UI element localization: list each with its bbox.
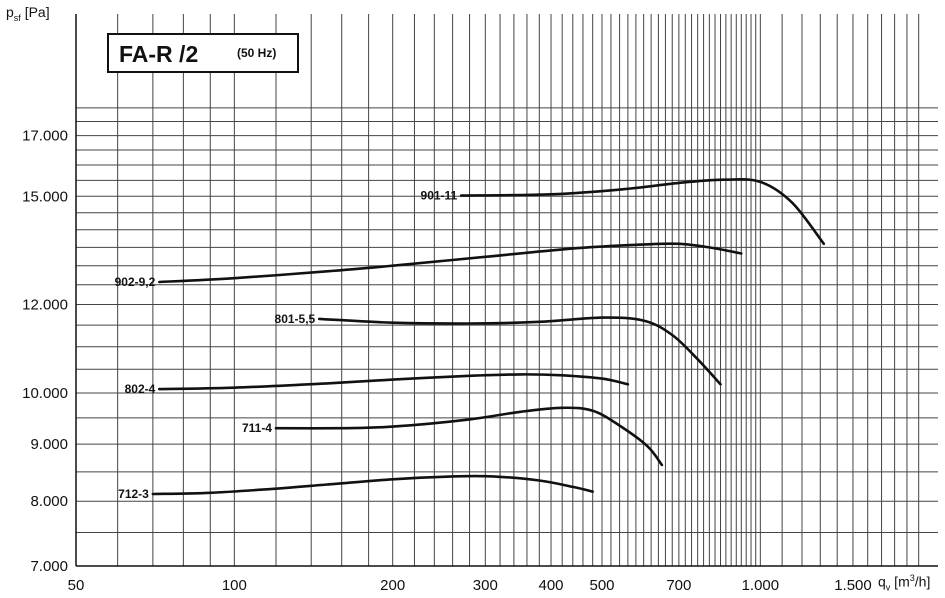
curve-801-5-5 xyxy=(317,316,722,386)
chart-axes xyxy=(75,14,938,567)
x-tick-label: 100 xyxy=(222,577,247,594)
curve-label: 802-4 xyxy=(125,382,156,396)
x-axis-subscript: v xyxy=(885,582,891,593)
y-tick-label: 15.000 xyxy=(22,188,68,205)
curve-802-4 xyxy=(158,373,630,391)
x-axis-unit-sup: 3 xyxy=(909,573,915,583)
curve-label: 711-4 xyxy=(242,421,272,435)
curve-labels: 901-11 902-9,2 801-5,5 802-4 711-4 712-3 xyxy=(115,189,458,501)
chart-subtitle: (50 Hz) xyxy=(237,46,277,60)
curve-label: 712-3 xyxy=(118,487,149,501)
x-tick-label: 500 xyxy=(589,577,614,594)
x-axis-symbol: q xyxy=(878,573,886,590)
curve-902-9-2 xyxy=(158,242,743,284)
y-tick-label: 10.000 xyxy=(22,385,68,402)
y-tick-label: 9.000 xyxy=(30,436,68,453)
x-tick-label: 400 xyxy=(539,577,564,594)
x-tick-label: 200 xyxy=(380,577,405,594)
x-tick-label: 700 xyxy=(666,577,691,594)
y-axis-label: psf [Pa] xyxy=(6,4,50,23)
x-axis-unit-post: /h] xyxy=(914,573,931,590)
y-tick-label: 7.000 xyxy=(30,558,68,575)
curve-label: 901-11 xyxy=(421,189,458,203)
x-axis-label: qv [m3/h] xyxy=(878,573,930,592)
y-axis-unit: [Pa] xyxy=(20,4,50,20)
y-axis-subscript: sf xyxy=(13,12,21,23)
y-tick-label: 17.000 xyxy=(22,128,68,145)
y-tick-label: 12.000 xyxy=(22,297,68,314)
x-tick-label: 300 xyxy=(473,577,498,594)
x-tick-label: 1.500 xyxy=(834,577,872,594)
x-tick-label: 1.000 xyxy=(742,577,780,594)
x-tick-label: 50 xyxy=(68,577,85,594)
tick-labels: 50 100 200 300 400 500 700 1.000 1.500 7.000 8.000… xyxy=(22,128,872,594)
curve-901-11 xyxy=(459,178,826,246)
curve-label: 902-9,2 xyxy=(115,275,156,289)
curve-712-3 xyxy=(151,474,594,496)
y-tick-label: 8.000 xyxy=(30,493,68,510)
fan-curves xyxy=(151,178,826,496)
curve-711-4 xyxy=(274,406,664,467)
x-axis-unit-pre: [m xyxy=(890,573,910,590)
y-axis-symbol: p xyxy=(6,4,14,20)
chart-title-box: FA-R /2 (50 Hz) xyxy=(107,33,299,73)
curve-label: 801-5,5 xyxy=(275,312,316,326)
grid-lines xyxy=(76,14,938,566)
chart-title: FA-R /2 xyxy=(119,41,199,67)
